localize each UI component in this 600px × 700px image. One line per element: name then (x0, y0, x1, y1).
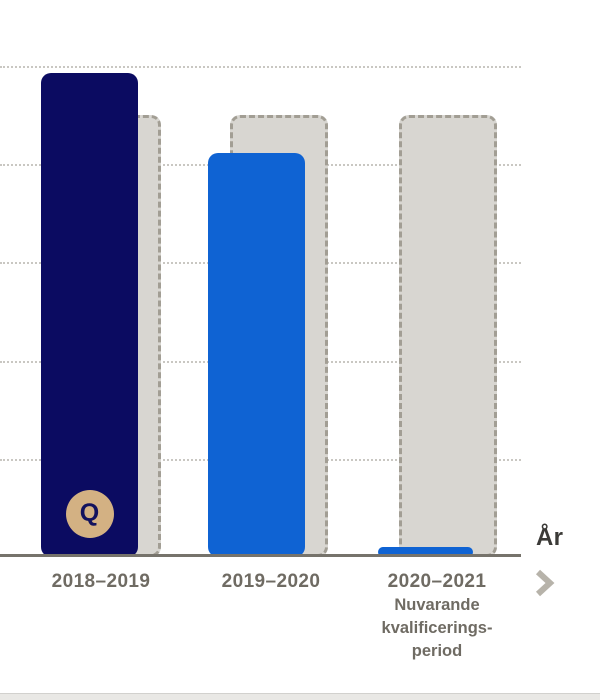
chevron-right-icon[interactable] (533, 568, 557, 598)
value-bar-2018–2019 (41, 72, 138, 557)
period-subline-text: Nuvarande (394, 596, 480, 614)
bar-chart-plot-area: Q (0, 66, 521, 557)
footer-section-edge (0, 693, 600, 700)
period-year-text: 2020–2021 (387, 571, 487, 592)
value-bar-2020–2021 (378, 547, 473, 557)
gridline (0, 66, 521, 68)
x-axis-label-2020–2021: 2020–2021 Nuvarande kvalificerings-period (347, 570, 527, 663)
x-axis-title: År (536, 524, 564, 551)
x-axis-label-2018–2019: 2018–2019 (11, 570, 191, 594)
period-subline-text: kvalificerings- (381, 619, 493, 637)
x-axis-label-2019–2020: 2019–2020 (181, 570, 361, 594)
q-qualification-badge: Q (65, 489, 114, 538)
period-year-text: 2018–2019 (51, 571, 151, 592)
target-bar-2020–2021 (399, 115, 497, 557)
period-year-text: 2019–2020 (221, 571, 321, 592)
x-axis-line (0, 554, 521, 557)
value-bar-2019–2020 (208, 153, 305, 557)
period-subline-text: period (411, 642, 463, 660)
